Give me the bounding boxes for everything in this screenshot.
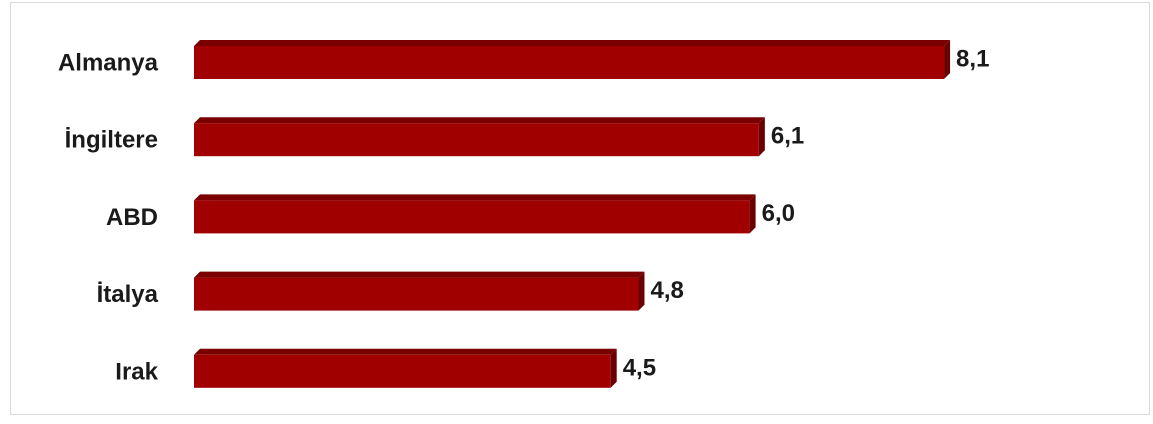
- category-label: ABD: [106, 204, 158, 231]
- bar-group: Irak 4,5: [115, 348, 656, 388]
- category-label: İtalya: [97, 281, 159, 308]
- bar-group: Almanya 8,1: [58, 40, 989, 79]
- bar-side-face: [749, 194, 756, 234]
- bar: [194, 354, 611, 388]
- bar-top-face: [194, 117, 765, 124]
- data-label: 8,1: [956, 46, 989, 73]
- category-label: Almanya: [58, 50, 159, 77]
- bar-side-face: [610, 348, 617, 388]
- bar-chart: Almanya 8,1 İngiltere 6,1 ABD 6,0 İtalya 4,8 Ira…: [58, 40, 989, 388]
- data-label: 6,0: [762, 200, 795, 227]
- bar-top-face: [194, 40, 951, 46]
- data-label: 6,1: [771, 123, 804, 150]
- data-label: 4,5: [623, 354, 656, 381]
- bar: [194, 123, 759, 157]
- category-label: İngiltere: [65, 127, 158, 154]
- bar-top-face: [194, 271, 645, 278]
- bar-group: İngiltere 6,1: [65, 117, 804, 157]
- bar-top-face: [194, 194, 756, 201]
- bar-side-face: [944, 40, 951, 79]
- category-label: Irak: [115, 358, 158, 385]
- bar-side-face: [638, 271, 645, 311]
- bar-top-face: [194, 348, 617, 355]
- bar: [194, 46, 945, 79]
- chart-frame: Almanya 8,1 İngiltere 6,1 ABD 6,0 İtalya 4,8 Ira…: [10, 2, 1150, 415]
- bar-group: İtalya 4,8: [97, 271, 684, 311]
- data-label: 4,8: [650, 277, 683, 304]
- bar: [194, 277, 639, 311]
- bar-side-face: [758, 117, 765, 157]
- bar-group: ABD 6,0: [106, 194, 795, 234]
- bar: [194, 200, 750, 234]
